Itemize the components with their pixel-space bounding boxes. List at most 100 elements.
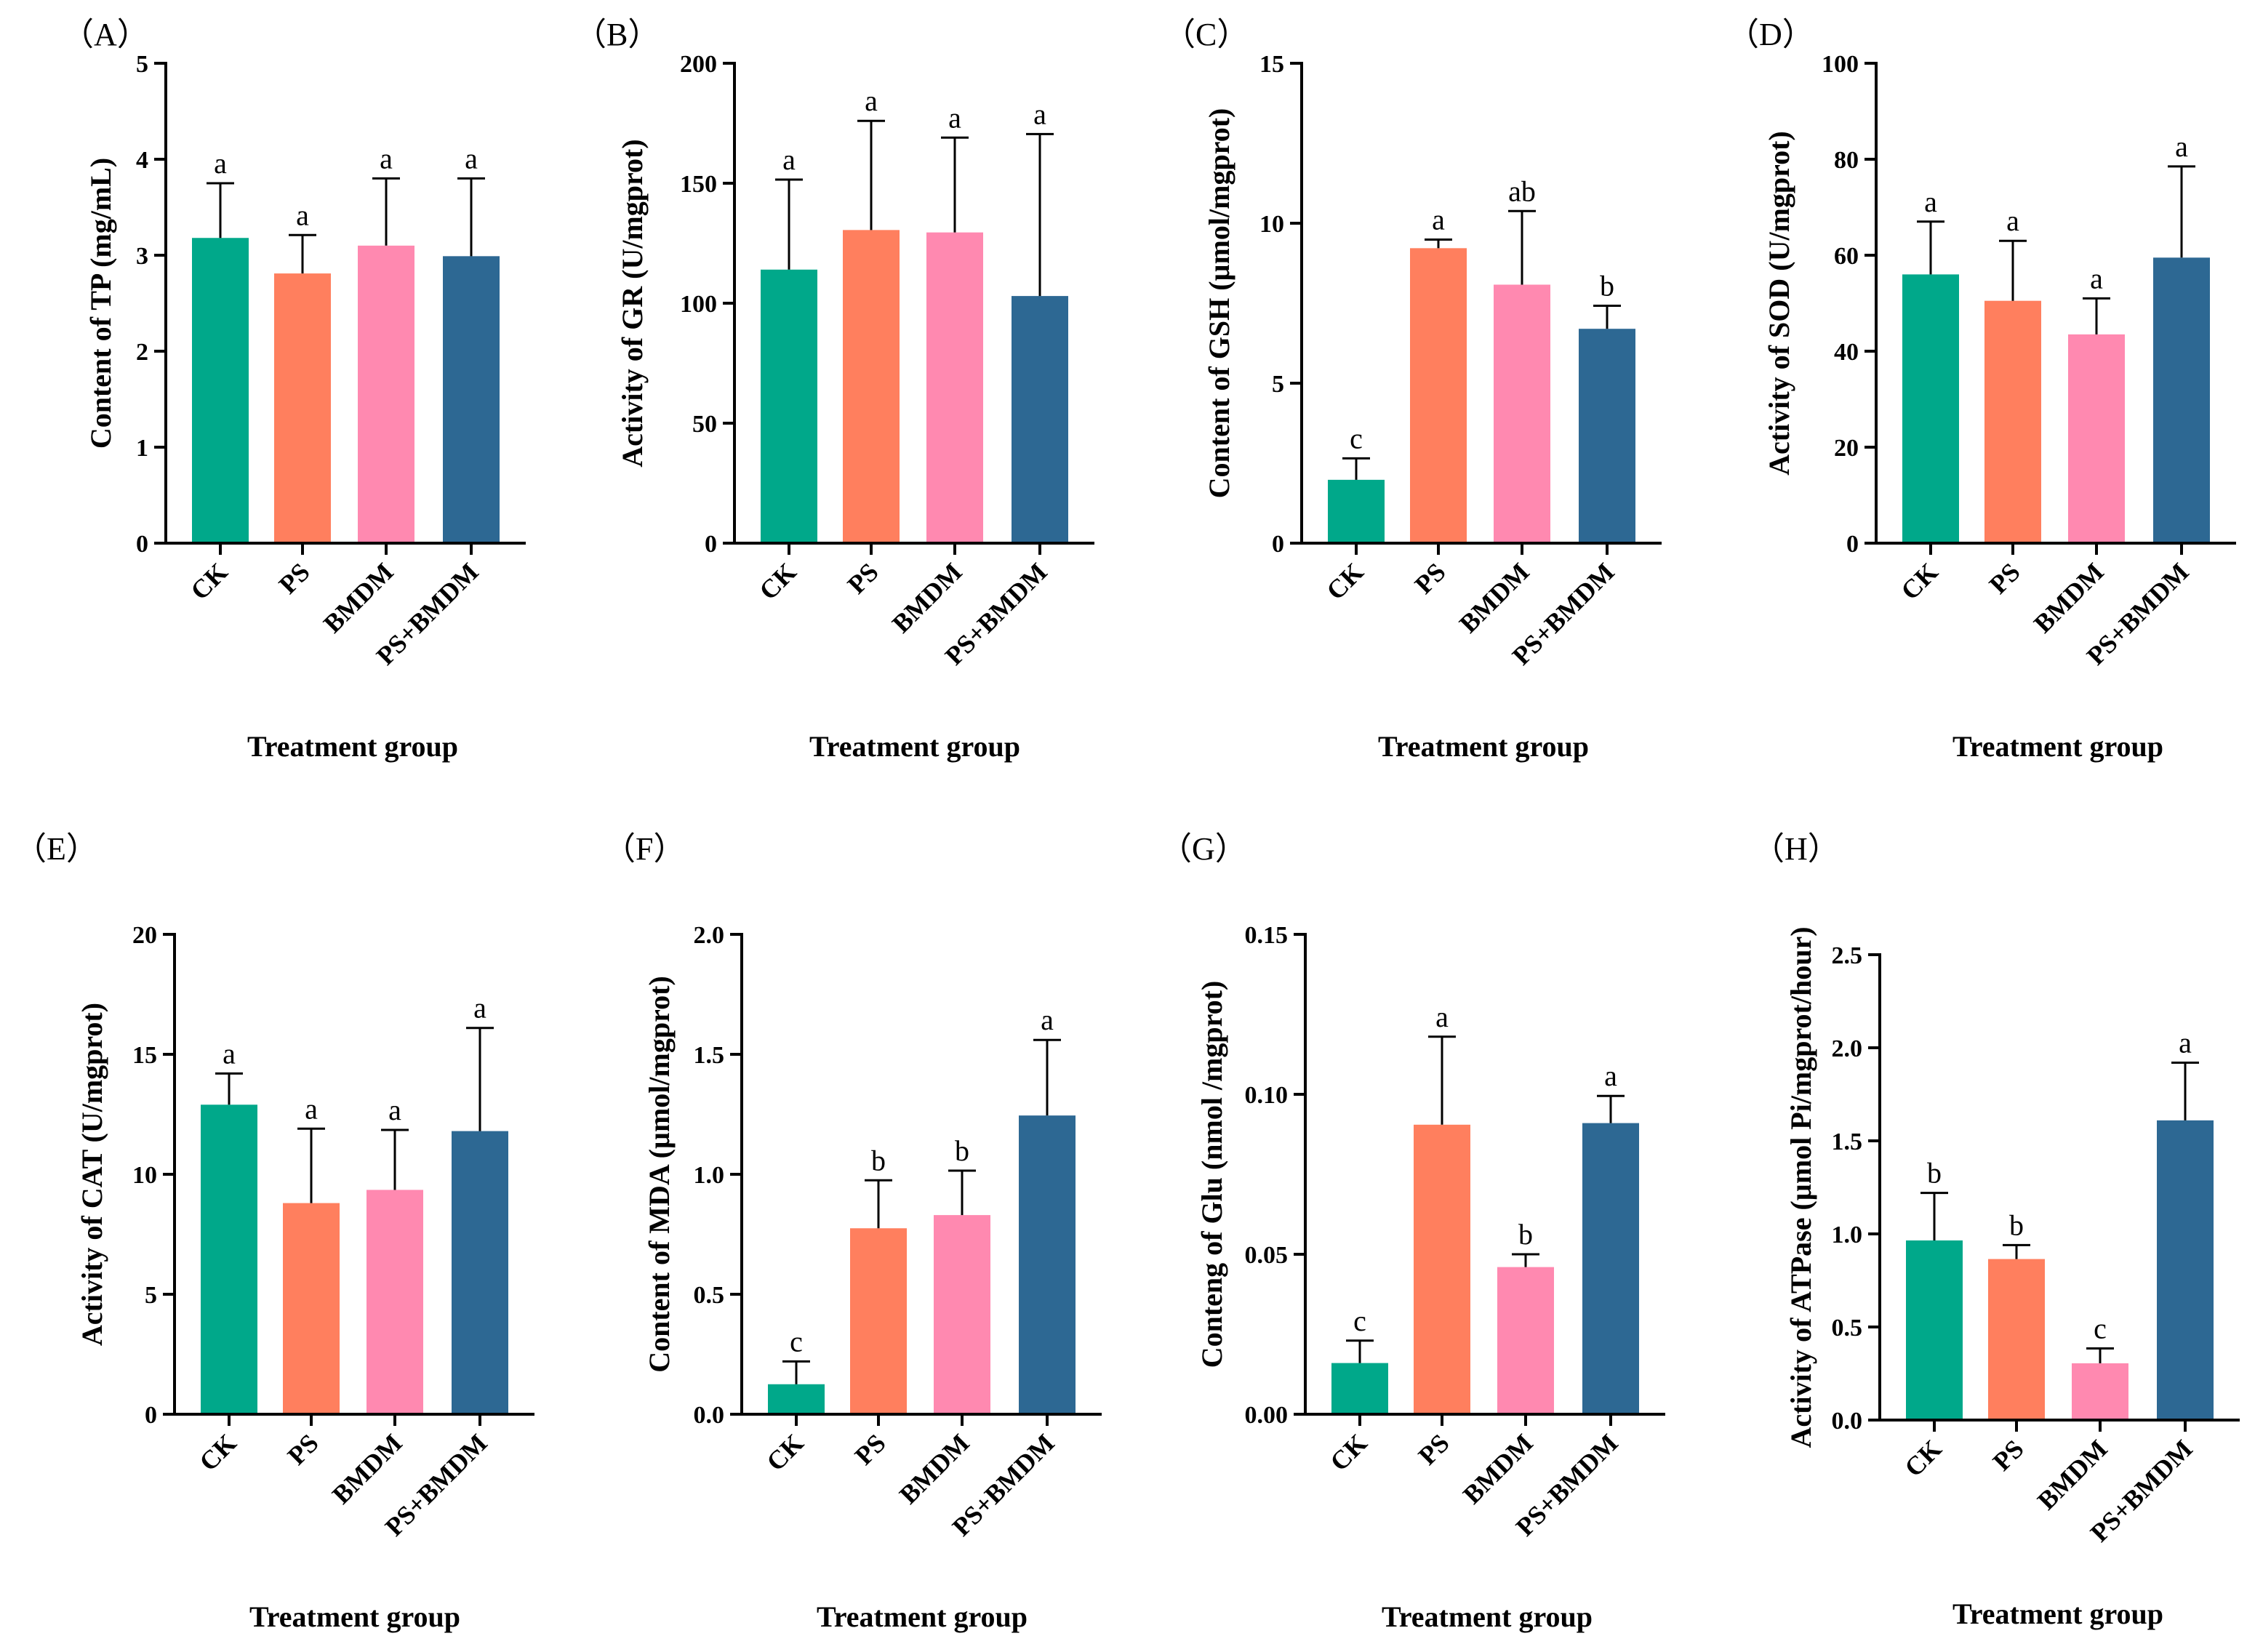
- significance-label: a: [1435, 1001, 1449, 1033]
- y-tick-label: 1.0: [1832, 1222, 1863, 1248]
- significance-label: a: [2175, 130, 2188, 163]
- bar-ps: [1988, 1259, 2045, 1420]
- x-tick-label: PS: [1984, 557, 2026, 599]
- significance-label: c: [1353, 1304, 1366, 1337]
- significance-label: a: [388, 1094, 401, 1126]
- x-axis-title: Treatment group: [1952, 1597, 2163, 1630]
- bar-ps: [1414, 1124, 1470, 1414]
- x-tick-label: PS: [273, 557, 316, 599]
- bar-ck: [1328, 479, 1385, 543]
- chart-panel-f: （F）cb ba0.00.51.01.52.0CK PS BMDMPS+BMDMCon…: [604, 831, 1102, 1633]
- y-tick-label: 0.00: [1245, 1402, 1289, 1429]
- y-tick-label: 20: [1834, 435, 1859, 462]
- bar-ps-plus-bmdm: [452, 1131, 508, 1414]
- y-tick-label: 5: [145, 1282, 157, 1309]
- bar-ck: [1331, 1363, 1388, 1414]
- y-tick-label: 5: [136, 51, 148, 78]
- x-axis-title: Treatment group: [247, 730, 458, 763]
- y-axis-title: Content of MDA (µmol/mgprot): [643, 976, 676, 1373]
- x-tick-label: BMDM: [1457, 1428, 1539, 1509]
- bar-bmdm: [926, 232, 983, 543]
- bar-ps: [283, 1203, 340, 1414]
- bar-ck: [1902, 274, 1959, 543]
- y-axis-title: Activity of CAT (U/mgprot): [76, 1003, 108, 1346]
- y-tick-label: 40: [1834, 339, 1859, 366]
- y-axis-title: Activity of GR (U/mgprot): [616, 139, 649, 467]
- x-tick-label: CK: [753, 557, 801, 605]
- x-tick-label: CK: [761, 1428, 809, 1476]
- x-axis-title: Treatment group: [1952, 730, 2163, 763]
- x-tick-label: CK: [193, 1428, 241, 1476]
- y-tick-label: 50: [692, 411, 717, 438]
- significance-label: c: [790, 1325, 803, 1358]
- bar-ps-plus-bmdm: [443, 256, 500, 543]
- significance-label: c: [2094, 1312, 2107, 1344]
- panel-label: （E）: [15, 831, 98, 867]
- panel-label: （H）: [1753, 831, 1840, 867]
- bar-ps: [1410, 248, 1467, 543]
- y-tick-label: 15: [132, 1042, 157, 1069]
- x-tick-label: PS: [849, 1428, 892, 1470]
- significance-label: a: [948, 101, 961, 134]
- y-tick-label: 5: [1272, 371, 1284, 398]
- x-tick-label: BMDM: [2028, 557, 2110, 638]
- y-tick-label: 15: [1259, 51, 1284, 78]
- significance-label: a: [782, 143, 796, 176]
- significance-label: a: [2006, 204, 2019, 237]
- y-tick-label: 0: [1846, 531, 1859, 558]
- y-tick-label: 0.0: [694, 1402, 725, 1429]
- significance-label: a: [214, 147, 227, 180]
- bar-bmdm: [367, 1190, 423, 1414]
- y-tick-label: 2.0: [1832, 1035, 1863, 1062]
- y-tick-label: 3: [136, 243, 148, 270]
- x-tick-label: BMDM: [318, 557, 399, 638]
- x-tick-label: CK: [1321, 557, 1369, 605]
- bar-ps: [850, 1228, 907, 1414]
- y-axis-title: Content of GSH (µmol/mgprot): [1203, 108, 1235, 499]
- significance-label: a: [1924, 185, 1937, 218]
- x-tick-label: PS: [842, 557, 884, 599]
- y-tick-label: 10: [1259, 211, 1284, 238]
- significance-label: a: [296, 199, 309, 231]
- bar-ps-plus-bmdm: [1019, 1115, 1076, 1414]
- x-tick-label: PS: [1409, 557, 1451, 599]
- significance-label: a: [2090, 262, 2103, 294]
- significance-label: ab: [1508, 175, 1536, 207]
- x-tick-label: BMDM: [1454, 557, 1535, 638]
- x-tick-label: PS: [1413, 1428, 1455, 1470]
- significance-label: b: [955, 1134, 969, 1167]
- bar-ps: [843, 230, 900, 543]
- significance-label: a: [473, 992, 486, 1025]
- x-tick-label: CK: [1895, 557, 1943, 605]
- y-axis-title: Activity of ATPase (µmol Pi/mgprot/hour): [1785, 926, 1817, 1448]
- x-tick-label: BMDM: [886, 557, 968, 638]
- y-tick-label: 0: [145, 1402, 157, 1429]
- y-tick-label: 1: [136, 435, 148, 462]
- y-tick-label: 0.5: [694, 1282, 725, 1309]
- y-tick-label: 100: [1822, 51, 1859, 78]
- significance-label: a: [305, 1092, 318, 1125]
- bar-ck: [201, 1104, 257, 1414]
- y-tick-label: 0.0: [1832, 1408, 1863, 1435]
- x-tick-label: CK: [1899, 1434, 1947, 1482]
- bar-ps-plus-bmdm: [1582, 1123, 1639, 1414]
- y-axis-title: Conteng of Glu (nmol /mgprot): [1195, 981, 1228, 1368]
- significance-label: b: [2009, 1208, 2024, 1241]
- x-tick-label: CK: [1324, 1428, 1372, 1476]
- panel-label: （B）: [574, 17, 660, 52]
- bar-ps: [274, 273, 331, 543]
- significance-label: b: [1600, 270, 1614, 302]
- significance-label: a: [865, 84, 878, 117]
- significance-label: a: [1041, 1003, 1054, 1036]
- significance-label: c: [1350, 422, 1363, 454]
- y-tick-label: 2.0: [694, 922, 725, 949]
- y-tick-label: 200: [680, 51, 717, 78]
- panel-label: （F）: [604, 831, 685, 867]
